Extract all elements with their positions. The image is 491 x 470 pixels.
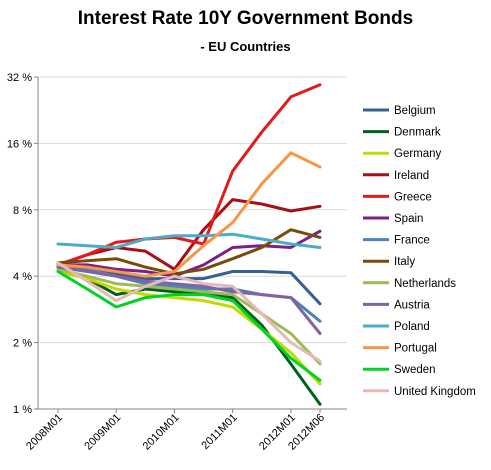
- x-tick-label: 2010M01: [141, 412, 182, 453]
- x-tick-label: 2008M01: [24, 412, 65, 453]
- series-line: [56, 265, 322, 335]
- y-tick-label: 1 %: [13, 404, 32, 416]
- series-line: [56, 232, 322, 249]
- y-tick-labels: 1 % 2 % 4 % 8 % 16 % 32 %: [7, 72, 32, 416]
- y-tick-label: 4 %: [13, 271, 32, 283]
- y-tick-label: 32 %: [7, 72, 32, 84]
- legend-label: Germany: [394, 148, 442, 160]
- legend-label: Poland: [394, 321, 430, 333]
- x-tick-label: 2009M01: [82, 412, 123, 453]
- series-line: [56, 228, 322, 276]
- y-tick-label: 2 %: [13, 338, 32, 350]
- series-line: [56, 151, 322, 278]
- series-line: [56, 83, 322, 267]
- y-tick-label: 16 %: [7, 138, 32, 150]
- series-line: [56, 198, 322, 271]
- series-line: [56, 270, 322, 386]
- axes: [37, 77, 347, 410]
- series-line: [56, 261, 322, 363]
- legend-label: France: [394, 235, 430, 247]
- legend-label: Austria: [394, 299, 430, 311]
- legend-label: Netherlands: [394, 278, 456, 290]
- legend-label: Ireland: [394, 170, 429, 182]
- legend-label: Greece: [394, 191, 432, 203]
- legend-label: Belgium: [394, 105, 436, 117]
- series-line: [56, 267, 322, 366]
- chart-title: Interest Rate 10Y Government Bonds: [77, 8, 414, 29]
- chart-subtitle: - EU Countries: [200, 39, 291, 54]
- legend-label: Italy: [394, 256, 415, 268]
- x-tick-labels: 2008M01 2009M01 2010M01 2011M01 2012M012012M…: [24, 409, 327, 453]
- x-tick-label: 2011M01: [199, 412, 239, 452]
- legend-label: Denmark: [394, 127, 441, 139]
- legend: Belgium Denmark Germany Ireland Greece Spain F…: [363, 105, 476, 398]
- series-lines: [56, 83, 322, 406]
- series-line: [56, 270, 322, 382]
- legend-label: Portugal: [394, 343, 437, 355]
- legend-label: Sweden: [394, 364, 436, 376]
- y-tick-label: 8 %: [13, 205, 32, 217]
- legend-label: United Kingdom: [394, 386, 476, 398]
- legend-label: Spain: [394, 213, 423, 225]
